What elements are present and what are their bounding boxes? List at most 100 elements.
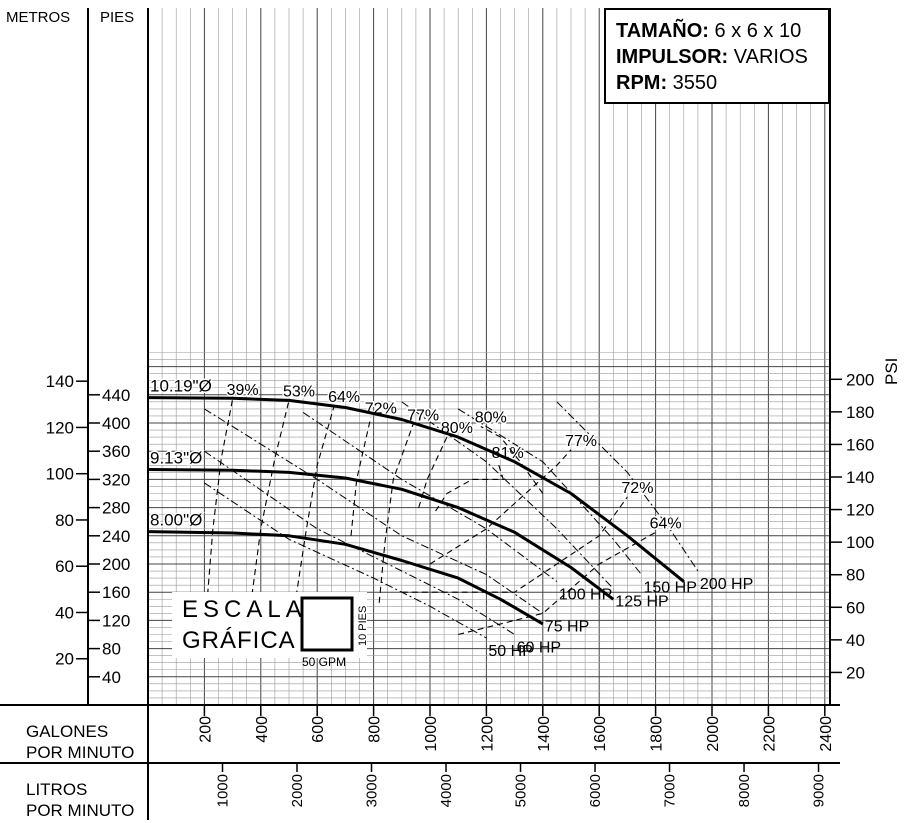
metros-axis: 20 40 60 80 100 120 140	[46, 372, 88, 669]
pies-tick-label: 200	[102, 555, 130, 574]
pies-tick-label: 400	[102, 414, 130, 433]
impeller-curve-label: 8.00"Ø	[150, 511, 202, 530]
efficiency-curve	[435, 461, 505, 512]
efficiency-curve-label: 80%	[475, 410, 507, 427]
lpm-unit-label-2: POR MINUTO	[26, 801, 134, 820]
gpm-tick-label: 2000	[705, 716, 722, 752]
efficiency-curve	[294, 405, 335, 607]
efficiency-curve	[429, 449, 572, 565]
power-curve-label: 75 HP	[545, 618, 589, 635]
rpm-line: RPM: 3550	[616, 70, 818, 96]
power-curve-label: 125 HP	[615, 594, 668, 611]
gpm-axis: 200 400 600 800 1000 1200 1400 1600 1800 2000 2200…	[197, 705, 835, 752]
impeller-line: IMPULSOR: VARIOS	[616, 44, 818, 70]
metros-unit-label: METROS	[6, 9, 70, 26]
efficiency-curves: 39% 53% 64%72% 77%80%81%80%77%72%64%	[203, 381, 683, 636]
efficiency-curve-label: 72%	[621, 480, 653, 497]
efficiency-curve	[246, 400, 290, 635]
efficiency-curve-label: 77%	[407, 407, 439, 424]
efficiency-curve-label: 53%	[283, 383, 315, 400]
impeller-curve	[147, 396, 685, 583]
lpm-tick-label: 4000	[438, 774, 455, 807]
metros-tick-label: 20	[55, 650, 74, 669]
power-curve-label: 60 HP	[517, 640, 561, 657]
lpm-tick-label: 1000	[215, 774, 232, 807]
pies-tick-label: 360	[102, 442, 130, 461]
power-curve	[302, 411, 558, 583]
psi-tick-label: 200	[846, 370, 874, 389]
psi-tick-label: 100	[846, 533, 874, 552]
impeller-curve	[147, 468, 615, 601]
gpm-tick-label: 1000	[423, 716, 440, 752]
psi-tick-label: 40	[846, 631, 865, 650]
power-curve	[204, 482, 487, 639]
gpm-tick-label: 2400	[818, 716, 835, 752]
pies-tick-label: 40	[102, 668, 121, 687]
efficiency-curve-label: 77%	[565, 433, 597, 450]
size-value: 6 x 6 x 10	[714, 20, 802, 42]
power-curve	[556, 401, 699, 572]
pies-tick-label: 80	[102, 640, 121, 659]
metros-tick-label: 120	[46, 418, 74, 437]
lpm-tick-label: 3000	[364, 774, 381, 807]
gpm-tick-label: 1600	[592, 716, 609, 752]
efficiency-curve	[401, 496, 628, 593]
gpm-tick-label: 1400	[536, 716, 553, 752]
impeller-value: VARIOS	[733, 46, 808, 68]
power-curve-label: 100 HP	[559, 587, 612, 604]
pies-tick-label: 120	[102, 611, 130, 630]
lpm-tick-label: 2000	[289, 774, 306, 807]
pies-tick-label: 280	[102, 499, 130, 518]
pies-axis: 40 80 120 160 200 240 280 320 360 400 440	[88, 386, 130, 687]
efficiency-curve	[418, 436, 448, 508]
rpm-label: RPM:	[616, 72, 668, 94]
pump-info-box: TAMAÑO: 6 x 6 x 10 IMPULSOR: VARIOS RPM:…	[604, 8, 830, 104]
gpm-tick-label: 200	[197, 716, 214, 743]
efficiency-curve	[458, 531, 656, 636]
metros-tick-label: 140	[46, 372, 74, 391]
scale-legend-width-label: 50 GPM	[302, 655, 346, 669]
size-label: TAMAÑO:	[616, 20, 709, 42]
efficiency-curve-label: 64%	[328, 389, 360, 406]
lpm-tick-label: 6000	[587, 774, 604, 807]
efficiency-curve-label: 81%	[492, 445, 524, 462]
power-curve	[457, 408, 642, 575]
gpm-tick-label: 600	[310, 716, 327, 743]
efficiency-curve	[350, 417, 372, 536]
metros-tick-label: 40	[55, 603, 74, 622]
psi-tick-label: 180	[846, 403, 874, 422]
efficiency-curve-label: 64%	[650, 515, 682, 532]
psi-axis: 20 40 60 80 100 120 140 160 180 200	[830, 370, 874, 682]
efficiency-curve-label: 39%	[227, 382, 259, 399]
scale-legend-title-1: ESCALA	[182, 596, 307, 623]
efficiency-curve	[378, 424, 414, 603]
psi-unit-label: PSI	[882, 358, 901, 385]
pies-tick-label: 320	[102, 470, 130, 489]
axes-frame	[0, 8, 840, 820]
size-line: TAMAÑO: 6 x 6 x 10	[616, 18, 818, 44]
scale-legend-title-2: GRÁFICA	[182, 627, 296, 654]
psi-tick-label: 160	[846, 435, 874, 454]
impeller-curve-label: 9.13"Ø	[150, 449, 202, 468]
psi-tick-label: 20	[846, 663, 865, 682]
scale-legend-square	[300, 596, 354, 652]
gpm-tick-label: 1200	[479, 716, 496, 752]
psi-tick-label: 80	[846, 566, 865, 585]
psi-tick-label: 140	[846, 468, 874, 487]
gpm-unit-label-1: GALONES	[26, 722, 108, 741]
lpm-tick-label: 9000	[811, 774, 828, 807]
impeller-curve	[147, 530, 544, 626]
impeller-label: IMPULSOR:	[616, 46, 729, 68]
pies-unit-label: PIES	[100, 9, 134, 26]
power-curve-label: 150 HP	[644, 580, 697, 597]
power-curve	[204, 450, 515, 635]
metros-tick-label: 80	[55, 511, 74, 530]
gpm-unit-label-2: POR MINUTO	[26, 743, 134, 762]
metros-tick-label: 100	[46, 465, 74, 484]
lpm-axis: 1000 2000 3000 4000 5000 6000 7000 8000 9000	[215, 763, 828, 807]
power-curve-label: 50 HP	[488, 643, 532, 660]
lpm-unit-label-1: LITROS	[26, 780, 87, 799]
impeller-curve-label: 10.19"Ø	[150, 377, 212, 396]
